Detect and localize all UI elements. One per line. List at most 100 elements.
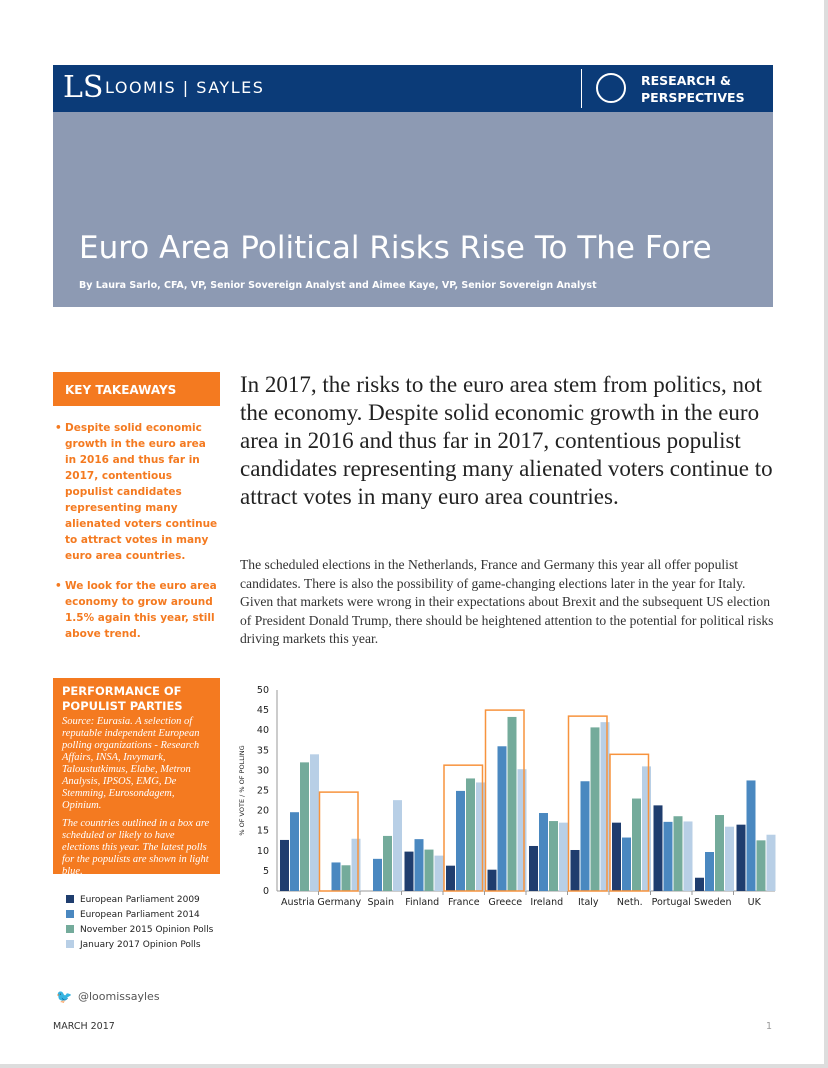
byline: By Laura Sarlo, CFA, VP, Senior Sovereig… (79, 280, 597, 291)
bar (373, 858, 382, 891)
chart-caption-title: PERFORMANCE OF POPULIST PARTIES (62, 684, 183, 713)
y-tick-label: 40 (257, 725, 269, 736)
x-tick-label: Ireland (530, 897, 563, 908)
key-takeaways-list: Despite solid economic growth in the eur… (53, 420, 220, 656)
bar (612, 822, 621, 891)
page-title: Euro Area Political Risks Rise To The Fo… (79, 230, 712, 266)
chart-note: The countries outlined in a box are sche… (62, 818, 210, 877)
legend-swatch (66, 895, 74, 903)
x-tick-label: Finland (405, 897, 439, 908)
y-axis-label: % OF VOTE / % OF POLLING (238, 745, 246, 835)
populist-bar-chart: 0 5 10 15 20 25 30 35 40 45 50 % OF VOTE / % OF POL… (238, 685, 776, 908)
bar (507, 716, 517, 891)
bar (663, 821, 673, 891)
x-tick-label: Neth. (617, 897, 643, 908)
bar (280, 839, 289, 891)
bar (580, 781, 590, 891)
bar (642, 766, 651, 891)
bar (476, 782, 485, 891)
election-box (484, 709, 525, 892)
bar (756, 840, 766, 891)
bar (570, 849, 580, 891)
x-tick-label: UK (748, 897, 762, 908)
twitter-handle[interactable]: @loomissayles (78, 990, 160, 1003)
x-tick-label: Sweden (694, 897, 732, 908)
bar (705, 852, 714, 891)
bar (715, 815, 724, 891)
y-tick-label: 0 (263, 886, 269, 897)
bar (351, 838, 361, 891)
bar (434, 855, 444, 891)
bar (695, 877, 704, 891)
y-tick-label: 20 (257, 806, 269, 817)
bar (622, 837, 631, 891)
x-tick-label: Italy (578, 897, 599, 908)
key-takeaways-heading: KEY TAKEAWAYS (53, 372, 220, 406)
election-box (567, 715, 608, 892)
x-tick-label: Portugal (652, 897, 691, 908)
y-tick-label: 45 (257, 705, 269, 716)
y-tick-label: 50 (257, 685, 269, 696)
body-paragraph: The scheduled elections in the Netherlan… (240, 557, 774, 646)
chart-caption-box: PERFORMANCE OF POPULIST PARTIES Source: … (53, 678, 220, 877)
bar (393, 800, 402, 891)
legend-item: November 2015 Opinion Polls (66, 923, 213, 938)
bar (414, 839, 424, 891)
bar (331, 862, 341, 891)
bar (539, 813, 548, 891)
takeaway-item: Despite solid economic growth in the eur… (53, 420, 220, 564)
section-label: RESEARCH & PERSPECTIVES (641, 73, 745, 105)
bar (559, 822, 568, 891)
bar (424, 849, 434, 891)
bar (673, 816, 683, 891)
bar (466, 778, 475, 891)
y-tick-label: 15 (257, 826, 269, 837)
bar (341, 865, 351, 891)
legend-label: European Parliament 2009 (80, 895, 200, 905)
bar (736, 824, 746, 891)
bar (487, 869, 497, 891)
legend-item: January 2017 Opinion Polls (66, 938, 213, 953)
lead-paragraph: In 2017, the risks to the euro area stem… (240, 372, 773, 509)
takeaway-item: We look for the euro area economy to gro… (53, 578, 220, 642)
x-tick-label: Spain (367, 897, 394, 908)
chart-source: Source: Eurasia. A selection of reputabl… (62, 716, 200, 811)
y-tick-label: 10 (257, 846, 269, 857)
bar (383, 835, 392, 891)
election-box (443, 764, 484, 892)
election-box (318, 791, 359, 892)
bar (446, 865, 455, 891)
bar (529, 845, 538, 891)
logo-mark: LS (63, 70, 104, 105)
y-tick-label: 30 (257, 765, 269, 776)
bar (310, 754, 319, 891)
bar (404, 851, 414, 891)
bar (746, 780, 756, 891)
title-banner: Euro Area Political Risks Rise To The Fo… (53, 112, 773, 307)
bar (290, 812, 299, 891)
header-bar: LS LOOMIS | SAYLES RESEARCH & PERSPECTIV… (53, 65, 773, 112)
divider (581, 69, 582, 108)
bar (456, 790, 465, 891)
y-tick-label: 35 (257, 745, 269, 756)
bar (683, 821, 693, 891)
x-tick-label: Greece (488, 897, 522, 908)
bar (632, 798, 641, 891)
chart-legend: European Parliament 2009 European Parliam… (66, 893, 213, 953)
legend-swatch (66, 940, 74, 948)
legend-swatch (66, 910, 74, 918)
bar (653, 805, 663, 891)
x-tick-label: Germany (317, 897, 361, 908)
publication-date: MARCH 2017 (53, 1021, 115, 1032)
legend-label: January 2017 Opinion Polls (80, 940, 201, 950)
bar (725, 826, 734, 891)
compass-icon (596, 73, 626, 103)
legend-swatch (66, 925, 74, 933)
bar (497, 746, 507, 891)
legend-item: European Parliament 2014 (66, 908, 213, 923)
x-tick-label: Austria (281, 897, 315, 908)
bar (517, 769, 527, 891)
y-tick-label: 5 (263, 866, 269, 877)
bar (766, 834, 776, 891)
legend-label: November 2015 Opinion Polls (80, 925, 214, 935)
